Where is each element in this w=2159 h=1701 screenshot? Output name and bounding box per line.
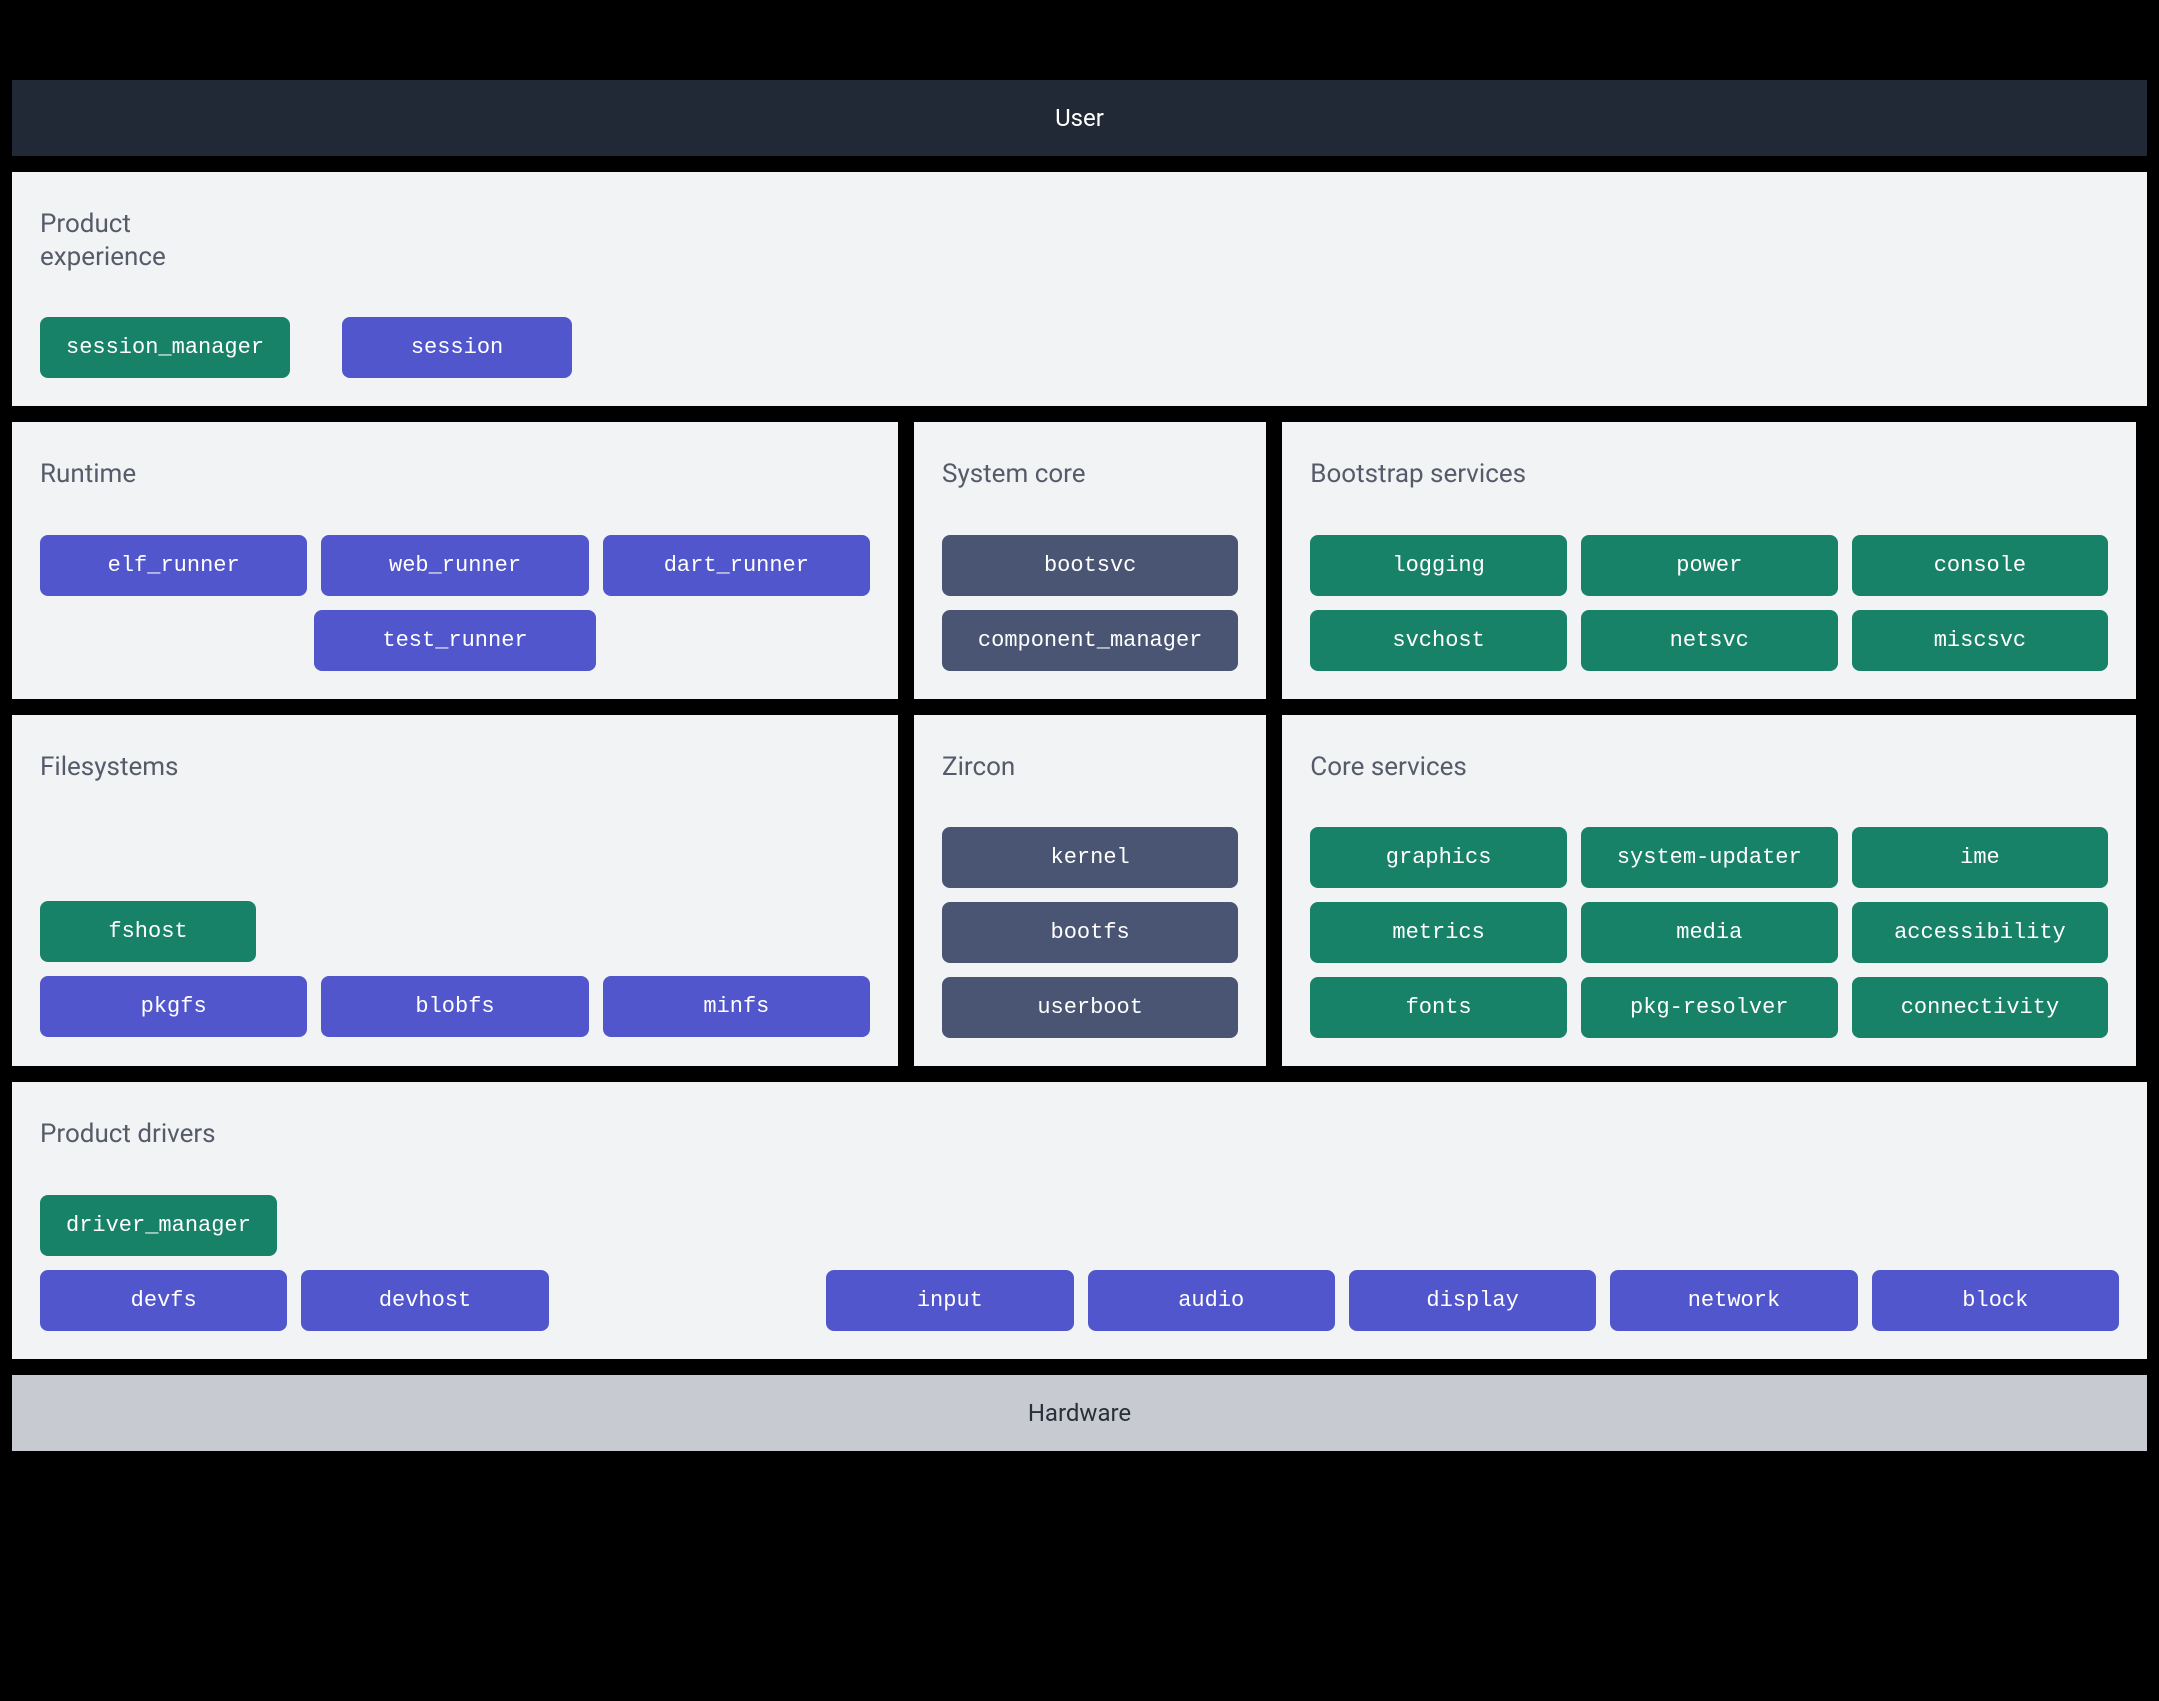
panel-title: Core services (1310, 751, 2108, 784)
panel-title: Runtime (40, 458, 870, 491)
chip-console: console (1852, 535, 2109, 596)
chip-miscsvc: miscsvc (1852, 610, 2109, 671)
chip-block: block (1872, 1270, 2119, 1331)
chip-accessibility: accessibility (1852, 902, 2109, 963)
chip-ime: ime (1852, 827, 2109, 888)
chip-graphics: graphics (1310, 827, 1567, 888)
chip-test-runner: test_runner (314, 610, 596, 671)
chip-session-manager: session_manager (40, 317, 290, 378)
panel-core-services: Core services graphics system-updater im… (1282, 715, 2136, 1067)
chip-minfs: minfs (603, 976, 870, 1037)
chip-dart-runner: dart_runner (603, 535, 870, 596)
panel-title: Zircon (942, 751, 1238, 784)
chip-session: session (342, 317, 572, 378)
hardware-band: Hardware (12, 1375, 2147, 1451)
chip-audio: audio (1088, 1270, 1335, 1331)
chip-power: power (1581, 535, 1838, 596)
chip-svchost: svchost (1310, 610, 1567, 671)
chip-bootsvc: bootsvc (942, 535, 1238, 596)
chip-system-updater: system-updater (1581, 827, 1838, 888)
chip-metrics: metrics (1310, 902, 1567, 963)
chip-component-manager: component_manager (942, 610, 1238, 671)
panel-runtime: Runtime elf_runner web_runner dart_runne… (12, 422, 898, 699)
chip-media: media (1581, 902, 1838, 963)
architecture-diagram: User Productexperience session_manager s… (12, 80, 2147, 1451)
chip-bootfs: bootfs (942, 902, 1238, 963)
panel-system-core: System core bootsvc component_manager (914, 422, 1266, 699)
chip-fshost: fshost (40, 901, 256, 962)
panel-bootstrap-services: Bootstrap services logging power console… (1282, 422, 2136, 699)
panel-zircon: Zircon kernel bootfs userboot (914, 715, 1266, 1067)
panel-product-drivers: Product drivers driver_manager devfs dev… (12, 1082, 2147, 1359)
panel-title: Filesystems (40, 751, 870, 784)
chip-netsvc: netsvc (1581, 610, 1838, 671)
panel-filesystems: Filesystems fshost pkgfs blobfs minfs (12, 715, 898, 1067)
panel-title: Product drivers (40, 1118, 2119, 1151)
chip-driver-manager: driver_manager (40, 1195, 277, 1256)
panel-product-experience: Productexperience session_manager sessio… (12, 172, 2147, 406)
chip-input: input (826, 1270, 1073, 1331)
panel-title: Productexperience (40, 208, 2119, 273)
chip-web-runner: web_runner (321, 535, 588, 596)
chip-network: network (1610, 1270, 1857, 1331)
chip-blobfs: blobfs (321, 976, 588, 1037)
chip-kernel: kernel (942, 827, 1238, 888)
chip-logging: logging (1310, 535, 1567, 596)
chip-pkg-resolver: pkg-resolver (1581, 977, 1838, 1038)
chip-devhost: devhost (301, 1270, 548, 1331)
chip-display: display (1349, 1270, 1596, 1331)
chip-pkgfs: pkgfs (40, 976, 307, 1037)
spacer (563, 1270, 812, 1331)
chip-devfs: devfs (40, 1270, 287, 1331)
panel-title: System core (942, 458, 1238, 491)
user-band: User (12, 80, 2147, 156)
chip-connectivity: connectivity (1852, 977, 2109, 1038)
chip-fonts: fonts (1310, 977, 1567, 1038)
chip-userboot: userboot (942, 977, 1238, 1038)
panel-title: Bootstrap services (1310, 458, 2108, 491)
chip-elf-runner: elf_runner (40, 535, 307, 596)
